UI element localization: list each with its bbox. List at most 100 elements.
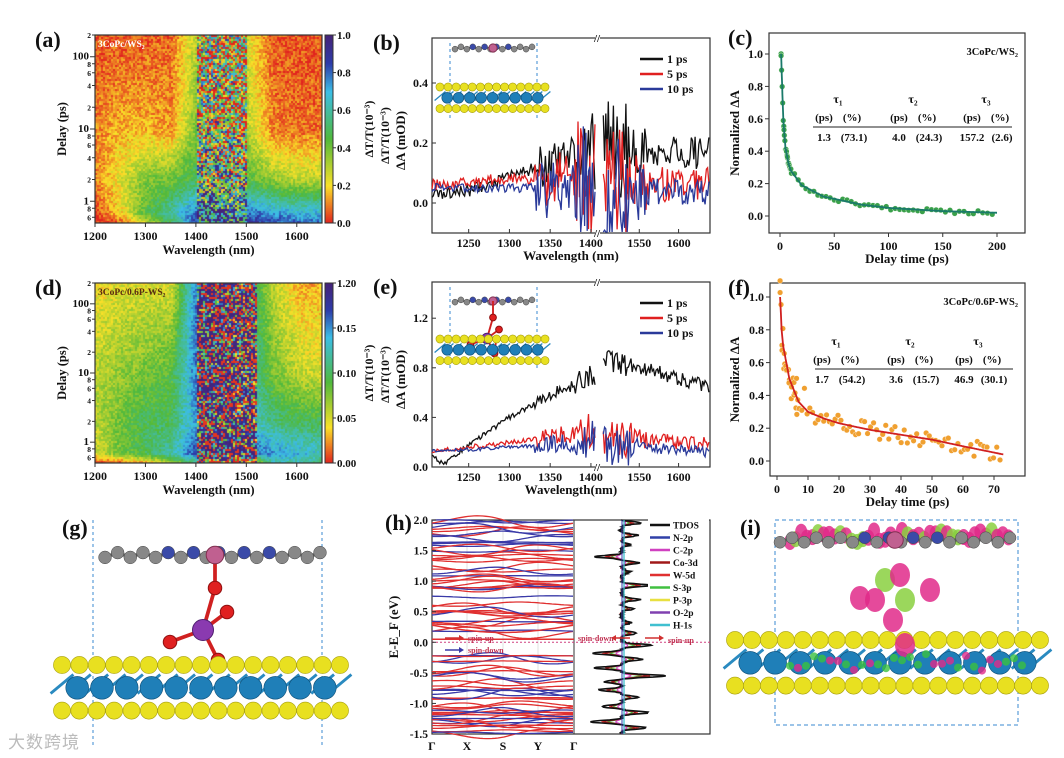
sulfur-atom: [122, 656, 141, 674]
tungsten-atom: [486, 344, 499, 356]
tungsten-atom: [532, 92, 544, 104]
sulfur-atom: [53, 701, 71, 720]
oxygen-atom: [489, 313, 497, 322]
table-value-tau: 4.0: [892, 132, 906, 144]
data-point: [951, 446, 958, 453]
sulfur-atom: [105, 656, 123, 674]
table-value-tau: 1.3: [817, 132, 831, 144]
legend-label: O-2p: [673, 609, 694, 619]
x-tick-label: 70: [988, 482, 1000, 496]
carbon-atom: [1003, 531, 1017, 544]
x-tick-label: 1550: [627, 236, 651, 250]
y-tick-label: 0.8: [749, 323, 764, 337]
charge-density-lobe: [938, 659, 946, 668]
legend-label: H-1s: [673, 622, 692, 632]
y-axis-label-e: ΔA (mOD): [393, 350, 408, 409]
tungsten-atom: [532, 344, 544, 356]
band-spin-up: [431, 601, 574, 607]
panel-label-h: (h): [385, 510, 412, 535]
table-unit-percent: (%): [843, 112, 862, 124]
table-unit-percent: (%): [915, 354, 934, 366]
carbon-atom: [457, 296, 465, 304]
y-tick-label: 1.2: [413, 311, 428, 325]
series-line-1ps: [431, 101, 710, 199]
nitrogen-atom: [237, 545, 251, 560]
charge-density-lobe: [1002, 657, 1010, 666]
k-point-label: Γ: [428, 739, 436, 753]
y-axis-label-h: E-E_F (eV): [386, 596, 401, 659]
carbon-atom: [457, 43, 465, 51]
sulfur-atom: [508, 82, 518, 92]
data-point: [904, 439, 911, 446]
sulfur-atom: [70, 656, 89, 674]
band-spin-down: [431, 595, 574, 599]
x-tick-label: 150: [934, 239, 952, 253]
tdos-line: [590, 519, 666, 734]
sulfur-atom: [476, 356, 485, 365]
charge-density-lobe: [970, 662, 978, 671]
x-tick-label: 1300: [133, 229, 157, 243]
sulfur-atom: [532, 104, 542, 113]
colorbar-tick-label: 0.15: [337, 323, 357, 335]
carbon-atom: [451, 298, 459, 306]
heatmap-title-d: 3CoPc/0.6P-WS₂: [98, 288, 166, 298]
y-tick-label: 0.0: [413, 460, 428, 474]
sulfur-atom: [296, 656, 315, 674]
sulfur-atom: [435, 82, 445, 92]
tungsten-atom: [838, 651, 862, 675]
sulfur-atom: [540, 82, 550, 92]
sulfur-atom: [296, 701, 315, 720]
sulfur-atom: [279, 656, 297, 674]
tungsten-atom: [498, 92, 510, 104]
nitrogen-atom: [906, 531, 920, 544]
table-unit-ps: (ps): [955, 354, 973, 366]
table-unit-ps: (ps): [963, 112, 981, 124]
bond: [434, 90, 446, 102]
nitrogen-atom: [505, 296, 512, 304]
carbon-atom: [300, 550, 315, 565]
table-value-percent: (2.6): [991, 132, 1012, 144]
charge-density-lobe: [834, 656, 842, 665]
arrow-icon: [459, 635, 464, 641]
y-tick-label: 0.0: [748, 209, 763, 223]
carbon-atom: [224, 550, 239, 565]
y-tick-label: 4: [87, 397, 91, 406]
y-tick-label: 8: [87, 60, 91, 69]
colorbar-tick-label: 0.10: [337, 368, 357, 380]
charge-density-lobe: [895, 633, 915, 657]
tungsten-atom: [139, 676, 164, 700]
charge-density-lobe: [890, 563, 910, 587]
sulfur-atom: [192, 701, 210, 720]
tungsten-atom: [464, 344, 476, 356]
tungsten-atom: [115, 676, 139, 700]
x-tick-label: 1400: [184, 469, 208, 483]
y-tick-label: 10: [78, 123, 90, 135]
legend-label: 1 ps: [667, 52, 688, 66]
carbon-atom: [275, 550, 289, 565]
k-point-label: S: [500, 739, 507, 753]
sulfur-atom: [516, 356, 526, 365]
sulfur-atom: [912, 631, 931, 649]
carbon-atom: [967, 536, 980, 549]
x-tick-label: 200: [988, 239, 1006, 253]
sulfur-atom: [53, 656, 71, 674]
legend-label: 10 ps: [667, 326, 694, 340]
sulfur-atom: [793, 631, 812, 649]
heatmap-frame-d: [94, 282, 323, 464]
sulfur-atom: [331, 701, 349, 720]
sulfur-atom: [451, 334, 461, 344]
colorbar-frame-d: [324, 282, 334, 464]
carbon-atom: [451, 45, 459, 53]
colorbar-d: [325, 283, 333, 463]
nitrogen-atom: [262, 545, 277, 560]
sulfur-atom: [87, 656, 106, 674]
carbon-atom: [463, 45, 471, 53]
table-value-tau: 46.9: [954, 374, 974, 386]
sulfur-atom: [844, 676, 863, 695]
oxygen-atom: [162, 634, 178, 650]
arrow-icon: [611, 635, 616, 641]
y-tick-label: 100: [73, 298, 90, 310]
inset-structure-e: [434, 287, 551, 370]
y-tick-label: 0.0: [413, 196, 428, 210]
bond: [722, 648, 748, 670]
